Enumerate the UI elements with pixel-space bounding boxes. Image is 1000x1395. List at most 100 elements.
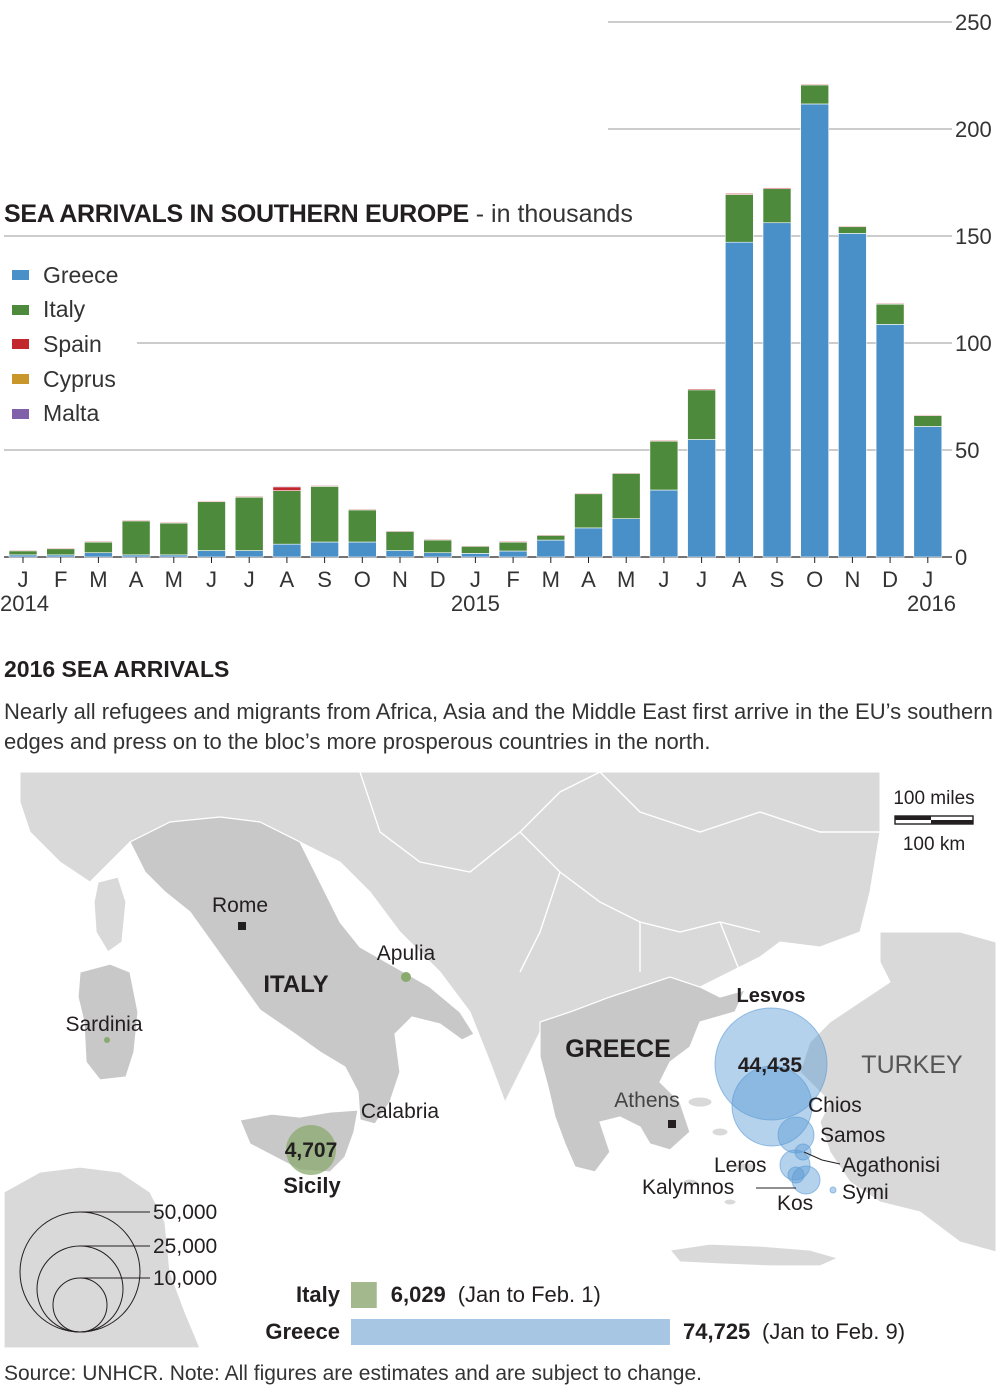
bar-italy-18 (687, 389, 716, 440)
bar-greece-20 (762, 222, 792, 558)
bar-greece-9 (347, 541, 377, 558)
apulia-marker (401, 972, 411, 982)
x-tick-label-0: J (18, 567, 29, 592)
y-tick-label-100: 100 (955, 331, 992, 356)
bar-spain-0 (8, 549, 38, 552)
bar-greece-5 (197, 550, 226, 558)
x-tick-label-18: J (696, 567, 707, 592)
bar-greece-13 (498, 550, 528, 558)
bar-spain-24 (913, 414, 943, 417)
totals-italy-note: (Jan to Feb. 1) (458, 1282, 601, 1307)
bar-spain-21 (800, 83, 830, 86)
bar-spain-5 (197, 500, 226, 503)
x-tick-label-12: J (470, 567, 481, 592)
bar-spain-1 (46, 547, 76, 550)
bar-greece-10 (385, 550, 415, 558)
rome-marker (238, 922, 246, 930)
label-athens: Athens (614, 1089, 679, 1112)
bar-spain-4 (159, 522, 189, 524)
bar-spain-20 (762, 187, 792, 190)
bar-spain-18 (687, 388, 716, 391)
legend-swatch-greece (12, 270, 29, 281)
y-tick-label-0: 0 (955, 545, 967, 570)
x-tick-label-1: F (54, 567, 67, 592)
chart-legend: Greece Italy Spain Cyprus Malta (12, 258, 118, 431)
bar-italy-9 (347, 509, 377, 543)
x-tick-label-8: S (317, 567, 332, 592)
bar-greece-3 (121, 554, 151, 558)
scale-bar-fill-2 (931, 820, 973, 824)
bar-spain-12 (461, 545, 490, 547)
label-kalymnos: Kalymnos (642, 1176, 734, 1199)
label-kos: Kos (777, 1192, 813, 1215)
bar-italy-24 (913, 415, 943, 427)
scale-miles-label: 100 miles (893, 788, 974, 809)
bar-italy-20 (762, 188, 792, 224)
size-legend-label-10000: 10,000 (153, 1267, 217, 1290)
y-tick-label-50: 50 (955, 438, 979, 463)
legend-swatch-malta (12, 408, 29, 419)
bar-spain-10 (385, 530, 415, 532)
size-legend-label-50000: 50,000 (153, 1201, 217, 1224)
athens-marker (668, 1120, 676, 1128)
bar-greece-14 (536, 539, 566, 558)
y-tick-label-250: 250 (955, 10, 992, 35)
bar-italy-1 (46, 548, 76, 556)
year-label-2015: 2015 (451, 591, 500, 616)
land-italy (129, 816, 475, 1125)
sardinia-marker (104, 1037, 110, 1043)
label-greece: GREECE (565, 1035, 671, 1063)
legend-item-greece: Greece (12, 258, 118, 293)
bar-italy-17 (649, 440, 679, 491)
x-tick-label-3: A (129, 567, 144, 592)
leros-bubble (779, 1149, 811, 1181)
legend-item-malta: Malta (12, 396, 118, 431)
x-tick-label-22: N (844, 567, 860, 592)
symi-bubble (829, 1186, 837, 1194)
x-tick-label-20: S (770, 567, 785, 592)
x-tick-label-5: J (206, 567, 217, 592)
bar-spain-22 (838, 225, 867, 228)
bar-italy-15 (574, 493, 603, 529)
legend-label-malta: Malta (43, 400, 100, 427)
bar-greece-19 (724, 241, 754, 558)
land-crete (668, 1243, 840, 1267)
map-scale: 100 miles 100 km (893, 788, 974, 855)
bar-italy-4 (159, 522, 189, 556)
bar-italy-10 (385, 531, 415, 551)
bar-italy-19 (724, 194, 754, 243)
chart-bars (8, 83, 943, 558)
aegean-islands (682, 1096, 756, 1206)
x-tick-label-11: D (430, 567, 446, 592)
totals-greece-label: Greece (265, 1319, 340, 1344)
bar-spain-13 (498, 541, 528, 543)
x-tick-label-16: M (617, 567, 635, 592)
bar-greece-23 (875, 324, 905, 558)
label-turkey: TURKEY (861, 1051, 963, 1079)
x-tick-label-15: A (581, 567, 596, 592)
label-symi: Symi (842, 1181, 889, 1204)
legend-item-cyprus: Cyprus (12, 362, 118, 397)
legend-swatch-italy (12, 304, 29, 315)
sicily-bubble (286, 1125, 336, 1175)
legend-label-greece: Greece (43, 261, 119, 288)
bar-italy-16 (611, 473, 641, 519)
totals-italy-bar (351, 1282, 377, 1308)
bar-spain-15 (574, 492, 603, 495)
x-tick-label-21: O (806, 567, 823, 592)
chart-title: SEA ARRIVALS IN SOUTHERN EUROPE - in tho… (4, 200, 633, 229)
bar-greece-21 (800, 103, 830, 558)
label-sicily: Sicily (283, 1173, 341, 1198)
bar-italy-7 (272, 490, 302, 545)
x-tick-label-23: D (882, 567, 898, 592)
x-tick-label-13: F (506, 567, 519, 592)
x-tick-label-19: A (732, 567, 747, 592)
bar-italy-2 (84, 541, 113, 554)
bar-spain-16 (611, 472, 641, 474)
section-description: Nearly all refugees and migrants from Af… (4, 699, 993, 754)
bar-spain-9 (347, 508, 377, 511)
label-calabria: Calabria (361, 1100, 440, 1123)
bar-greece-24 (913, 426, 943, 558)
